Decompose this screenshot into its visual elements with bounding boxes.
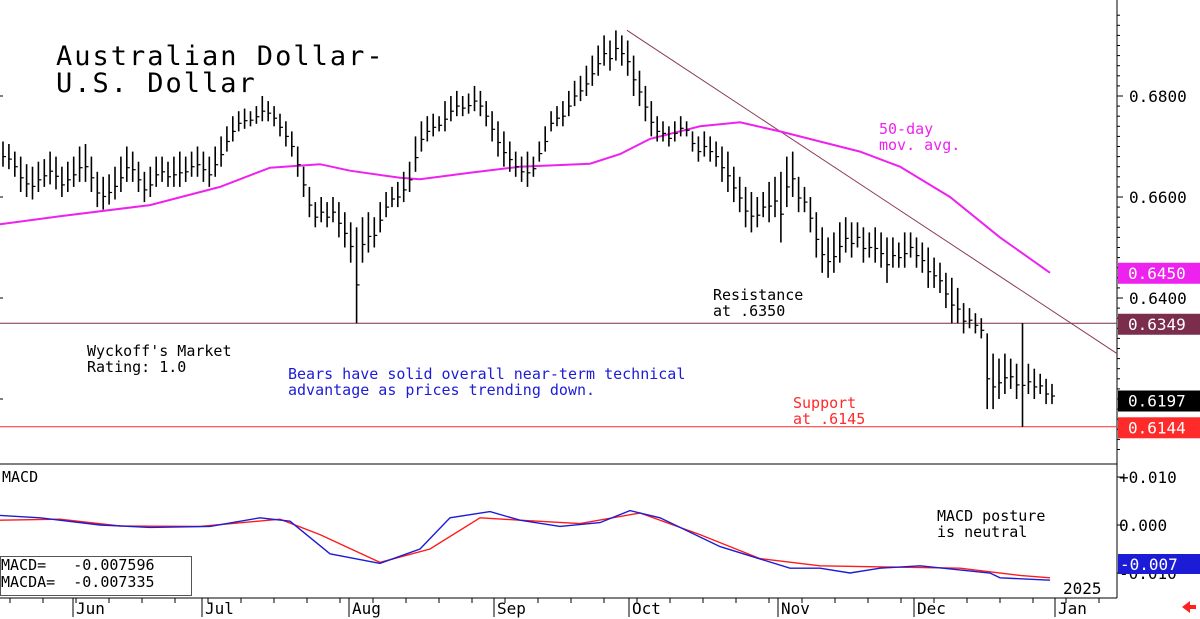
price-badge-bg [1118,390,1200,412]
macd-posture-line-2: is neutral [937,523,1027,541]
macd-badge-label: -0.007 [1120,555,1178,574]
month-label: Dec [917,599,946,618]
macd-readout-box: MACD= -0.007596 MACDA= -0.007335 [0,556,192,596]
macd-axis-label: +0.010 [1119,468,1177,487]
macd-readout-line-1: MACD= -0.007596 [1,556,155,574]
year-label: 2025 [1063,579,1102,598]
macd-posture-line-1: MACD posture [937,507,1045,525]
price-axis-label: 0.6800 [1129,87,1187,106]
month-label: Jan [1058,599,1087,618]
chart-title-line-1: Australian Dollar- [56,41,385,72]
wyckoff-rating-line-2: Rating: 1.0 [87,358,186,376]
price-badge-bg [1118,262,1200,284]
price-bars [2,30,1055,427]
ma-50-day-line [0,121,1051,274]
month-label: Oct [632,599,661,618]
macd-badge-bg [1118,554,1200,574]
price-axis-label: 0.6400 [1129,289,1187,308]
month-label: Aug [352,599,381,618]
price-badge-label: 0.6144 [1128,418,1186,437]
resistance-label-line-1: Resistance [713,286,803,304]
month-label: Jul [205,599,234,618]
macd-panel-title: MACD [2,468,38,486]
price-axis-label: 0.6600 [1129,188,1187,207]
price-badge-label: 0.6197 [1128,392,1186,411]
scroll-left-arrow-icon[interactable] [1182,601,1196,613]
downtrend-line [626,29,1118,354]
ma-label-line-1: 50-day [879,120,933,138]
support-label-line-2: at .6145 [793,410,865,428]
price-badge-label: 0.6349 [1128,315,1186,334]
macd-readout-line-2: MACDA= -0.007335 [1,573,155,591]
price-badges: 0.6450 0.6349 0.6197 0.6144 -0.007 [1118,262,1200,574]
wyckoff-rating-line-1: Wyckoff's Market [87,342,232,360]
resistance-label-line-2: at .6350 [713,302,785,320]
price-badge-bg [1118,417,1200,439]
chart-title-line-2: U.S. Dollar [56,68,257,99]
commentary-line-1: Bears have solid overall near-term techn… [288,365,685,383]
macd-lines [0,509,1051,581]
axes: 0.68000.66000.6400+0.0100.000-0.010JunJu… [0,14,1187,618]
macd-axis-label: 0.000 [1119,516,1167,535]
month-label: Sep [497,599,526,618]
ma-label-line-2: mov. avg. [879,136,960,154]
price-badge-label: 0.6450 [1128,264,1186,283]
support-label-line-1: Support [793,394,856,412]
month-label: Jun [76,599,105,618]
month-label: Nov [781,599,810,618]
commentary-line-2: advantage as prices trending down. [288,381,595,399]
level-lines [0,29,1118,428]
price-badge-bg [1118,313,1200,335]
ma-line-group [0,121,1051,274]
macd-line [0,509,1051,581]
